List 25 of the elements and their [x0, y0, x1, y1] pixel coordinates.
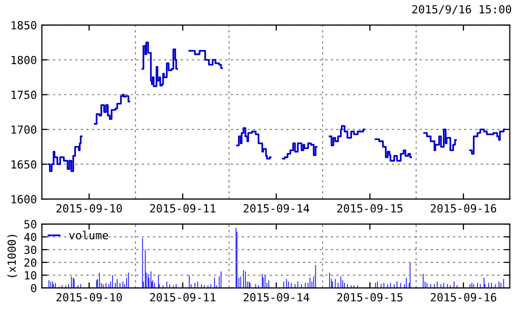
y-tick-label: 1800 — [12, 56, 36, 64]
y-tick-label: 40 — [24, 232, 36, 242]
x-tick-label: 2015-09-11 — [150, 204, 216, 213]
y-tick-label: 10 — [24, 271, 36, 280]
y-tick-label: 30 — [24, 246, 36, 254]
y-tick-label: 20 — [24, 258, 36, 267]
x-tick-label: 2015-09-14 — [244, 204, 310, 213]
x-tick-label: 2015-09-15 — [337, 293, 402, 302]
x-tick-label: 2015-09-14 — [244, 293, 310, 302]
x-tick-label: 2015-09-11 — [150, 293, 216, 302]
y-tick-label: 1850 — [12, 21, 36, 30]
x-tick-label: 2015-09-16 — [430, 204, 496, 213]
y-tick-label: 0 — [31, 284, 36, 292]
y-axis-title: (x1000) — [7, 234, 18, 278]
x-tick-label: 2015-09-15 — [337, 204, 402, 213]
legend-label: volume — [69, 230, 108, 240]
y-tick-label: 1650 — [12, 160, 36, 169]
y-tick-label: 1600 — [12, 195, 36, 204]
x-tick-label: 2015-09-10 — [56, 293, 122, 302]
x-tick-label: 2015-09-16 — [430, 293, 496, 302]
y-tick-label: 50 — [24, 220, 36, 228]
y-tick-label: 1750 — [12, 90, 36, 100]
chart-subtitle: 2015/9/16 15:00 — [412, 5, 512, 14]
x-tick-label: 2015-09-10 — [56, 204, 122, 213]
y-tick-label: 1700 — [12, 125, 36, 134]
